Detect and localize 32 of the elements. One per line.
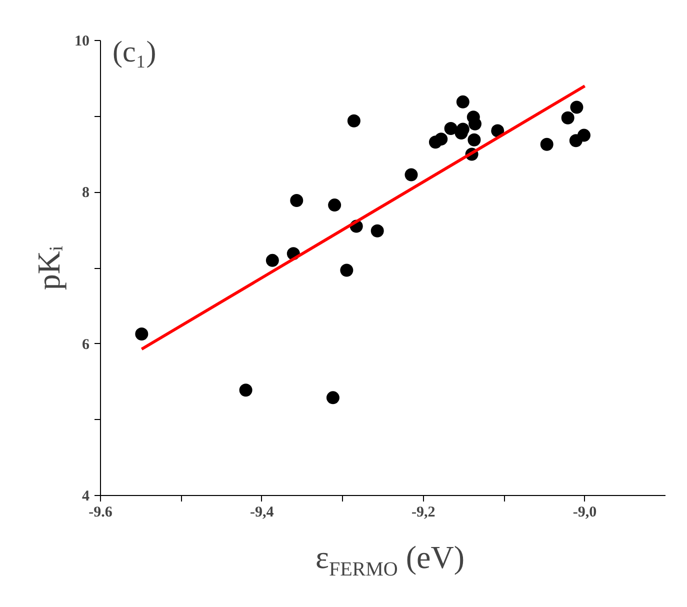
point xyxy=(404,168,418,182)
point xyxy=(561,111,574,124)
point xyxy=(456,95,470,108)
point xyxy=(290,194,304,207)
point xyxy=(491,124,504,138)
y-tick-label: 8 xyxy=(82,185,90,202)
y-axis-title: pKᵢ xyxy=(30,246,66,290)
x-tick-label: -9,0 xyxy=(572,504,597,520)
point xyxy=(135,327,148,340)
x-tick-label: -9,2 xyxy=(411,504,436,520)
point xyxy=(434,132,448,146)
point xyxy=(468,117,482,130)
point xyxy=(266,254,279,267)
y-tick-label: 6 xyxy=(82,336,90,353)
point xyxy=(326,391,340,404)
point xyxy=(570,100,584,114)
point xyxy=(328,198,342,212)
x-tick-label: -9,4 xyxy=(250,504,274,520)
point xyxy=(456,122,470,136)
x-tick-label: -9.6 xyxy=(88,504,113,520)
y-tick-label: 10 xyxy=(74,34,90,50)
point xyxy=(370,224,384,238)
point xyxy=(340,264,354,277)
point xyxy=(540,138,554,151)
annotation: (c₁) xyxy=(112,36,156,68)
x-axis-title: ε$_{FERMO}$ (eV) xyxy=(314,538,466,582)
point xyxy=(239,384,252,397)
point xyxy=(444,122,458,135)
point xyxy=(347,114,360,128)
point xyxy=(468,133,481,146)
y-tick-label: 4 xyxy=(82,488,90,504)
point xyxy=(577,128,590,142)
